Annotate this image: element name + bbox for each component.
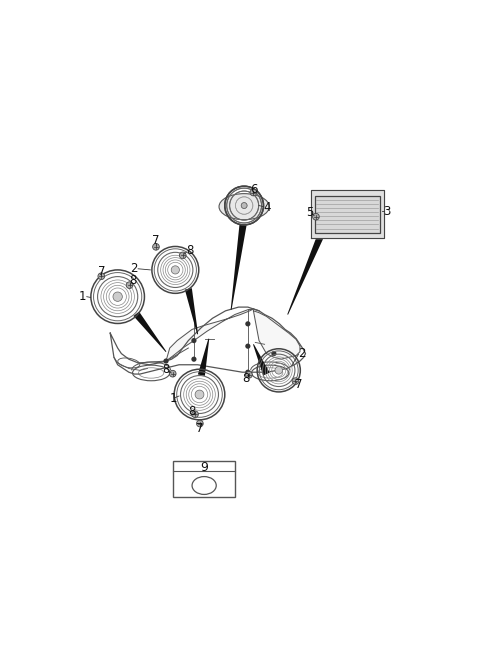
Bar	[173, 461, 235, 497]
Polygon shape	[311, 190, 384, 238]
Text: 1: 1	[170, 392, 177, 405]
Circle shape	[126, 282, 133, 289]
Text: 8: 8	[188, 405, 196, 418]
Ellipse shape	[113, 292, 122, 301]
Text: 7: 7	[152, 234, 160, 247]
Circle shape	[192, 338, 196, 343]
Text: 7: 7	[295, 379, 302, 392]
Circle shape	[245, 321, 251, 327]
Text: 8: 8	[186, 243, 193, 256]
Text: 7: 7	[196, 422, 204, 434]
Circle shape	[271, 351, 276, 356]
Text: 2: 2	[130, 262, 137, 276]
Polygon shape	[253, 311, 300, 359]
Circle shape	[245, 344, 251, 349]
Circle shape	[153, 243, 159, 250]
Text: 6: 6	[250, 182, 257, 195]
Ellipse shape	[241, 203, 247, 209]
Polygon shape	[198, 338, 209, 376]
Ellipse shape	[195, 390, 204, 399]
Polygon shape	[253, 344, 270, 375]
Circle shape	[169, 371, 176, 377]
Circle shape	[312, 213, 319, 220]
Circle shape	[163, 358, 168, 363]
Bar	[315, 195, 380, 233]
Text: 8: 8	[242, 372, 250, 385]
Text: 2: 2	[299, 347, 306, 360]
Polygon shape	[231, 224, 247, 310]
Circle shape	[250, 189, 257, 196]
Ellipse shape	[275, 367, 283, 374]
Circle shape	[246, 371, 252, 378]
Polygon shape	[133, 312, 167, 352]
Text: 9: 9	[200, 461, 208, 474]
Text: 5: 5	[306, 206, 313, 218]
Polygon shape	[185, 288, 198, 335]
Text: 7: 7	[97, 265, 105, 278]
Text: 3: 3	[383, 205, 390, 218]
Circle shape	[180, 252, 186, 258]
Ellipse shape	[219, 194, 269, 220]
Circle shape	[245, 369, 251, 375]
Circle shape	[196, 420, 203, 427]
Polygon shape	[166, 309, 253, 361]
Circle shape	[192, 411, 198, 418]
Text: 8: 8	[163, 363, 170, 377]
Circle shape	[292, 378, 299, 384]
Polygon shape	[287, 232, 325, 315]
Ellipse shape	[171, 266, 180, 274]
Ellipse shape	[241, 203, 247, 209]
Text: 4: 4	[264, 201, 271, 214]
Circle shape	[192, 357, 196, 361]
Text: 8: 8	[129, 274, 137, 287]
Text: 1: 1	[79, 290, 86, 303]
Circle shape	[98, 273, 105, 279]
